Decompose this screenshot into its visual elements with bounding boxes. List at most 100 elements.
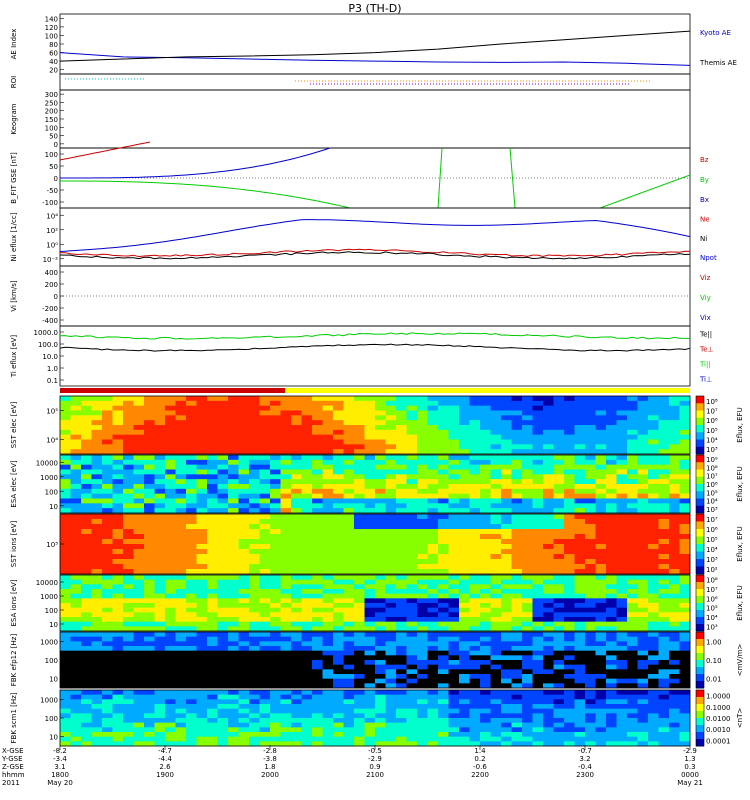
- heatmap-cell: [133, 678, 145, 684]
- heatmap-cell: [70, 669, 82, 675]
- heatmap-cell: [595, 396, 607, 402]
- heatmap-cell: [238, 664, 250, 670]
- x-tick-label: -3.4: [53, 755, 67, 763]
- heatmap-cell: [123, 612, 134, 618]
- heatmap-cell: [70, 674, 82, 679]
- heatmap-cell: [312, 479, 323, 485]
- heatmap-cell: [564, 549, 575, 555]
- heatmap-cell: [490, 669, 502, 675]
- heatmap-cell: [81, 650, 92, 656]
- heatmap-cell: [102, 732, 113, 737]
- heatmap-cell: [375, 469, 386, 475]
- heatmap-cell: [501, 683, 512, 689]
- heatmap-cell: [280, 579, 292, 585]
- heatmap-cell: [238, 617, 250, 622]
- heatmap-cell: [186, 429, 197, 435]
- heatmap-cell: [70, 455, 82, 461]
- heatmap-cell: [102, 636, 113, 642]
- heatmap-cell: [217, 554, 229, 560]
- heatmap-cell: [154, 690, 166, 695]
- heatmap-cell: [301, 690, 313, 695]
- heatmap-cell: [448, 405, 460, 411]
- heatmap-cell: [679, 529, 691, 535]
- heatmap-cell: [627, 589, 638, 594]
- heatmap-cell: [112, 400, 124, 406]
- heatmap-cell: [627, 544, 638, 550]
- heatmap-cell: [70, 474, 82, 480]
- heatmap-cell: [595, 674, 607, 679]
- heatmap-cell: [81, 626, 92, 632]
- heatmap-cell: [154, 544, 166, 550]
- heatmap-cell: [175, 678, 187, 684]
- heatmap-cell: [60, 396, 71, 402]
- heatmap-cell: [123, 641, 134, 647]
- colorbar-segment: [696, 582, 704, 590]
- heatmap-cell: [186, 617, 197, 622]
- heatmap-cell: [459, 732, 470, 737]
- heatmap-cell: [490, 607, 502, 613]
- heatmap-cell: [438, 493, 449, 499]
- heatmap-cell: [249, 519, 260, 525]
- heatmap-cell: [291, 617, 302, 622]
- heatmap-cell: [333, 479, 344, 485]
- heatmap-cell: [91, 722, 103, 728]
- heatmap-cell: [658, 626, 670, 632]
- heatmap-cell: [133, 484, 145, 490]
- heatmap-cell: [186, 669, 197, 675]
- heatmap-cell: [658, 575, 670, 580]
- heatmap-cell: [165, 539, 176, 545]
- heatmap-cell: [312, 559, 323, 565]
- heatmap-cell: [123, 474, 134, 480]
- heatmap-cell: [574, 459, 586, 465]
- heatmap-cell: [144, 400, 155, 406]
- heatmap-cell: [448, 636, 460, 642]
- heatmap-cell: [312, 449, 323, 455]
- colorbar-tick-label: 10³: [706, 506, 718, 514]
- heatmap-cell: [312, 429, 323, 435]
- heatmap-cell: [301, 650, 313, 656]
- heatmap-cell: [511, 474, 523, 480]
- legend-entry: Ne: [700, 216, 710, 224]
- heatmap-cell: [343, 690, 355, 695]
- heatmap-cell: [480, 718, 491, 723]
- heatmap-cell: [354, 514, 365, 520]
- heatmap-cell: [60, 544, 71, 550]
- heatmap-cell: [522, 579, 533, 585]
- heatmap-cell: [175, 479, 187, 485]
- heatmap-cell: [595, 534, 607, 540]
- heatmap-cell: [627, 718, 638, 723]
- heatmap-cell: [154, 713, 166, 719]
- heatmap-cell: [385, 469, 397, 475]
- heatmap-cell: [175, 589, 187, 594]
- heatmap-cell: [438, 713, 449, 719]
- heatmap-cell: [165, 718, 176, 723]
- heatmap-cell: [658, 727, 670, 733]
- heatmap-cell: [301, 617, 313, 622]
- heatmap-cell: [385, 699, 397, 705]
- heatmap-cell: [280, 549, 292, 555]
- heatmap-cell: [175, 732, 187, 737]
- heatmap-cell: [133, 646, 145, 651]
- heatmap-cell: [249, 727, 260, 733]
- heatmap-cell: [123, 664, 134, 670]
- heatmap-cell: [438, 617, 449, 622]
- heatmap-cell: [501, 569, 512, 575]
- heatmap-cell: [343, 524, 355, 530]
- heatmap-cell: [459, 617, 470, 622]
- heatmap-cell: [616, 514, 628, 520]
- heatmap-cell: [217, 420, 229, 426]
- heatmap-cell: [91, 544, 103, 550]
- heatmap-cell: [511, 646, 523, 651]
- heatmap-cell: [154, 564, 166, 570]
- heatmap-cell: [585, 425, 596, 431]
- heatmap-cell: [133, 636, 145, 642]
- heatmap-cell: [375, 444, 386, 450]
- heatmap-cell: [102, 449, 113, 455]
- x-tick-label: May 21: [677, 779, 703, 787]
- heatmap-cell: [280, 569, 292, 575]
- heatmap-cell: [564, 646, 575, 651]
- heatmap-cell: [238, 674, 250, 679]
- heatmap-cell: [427, 632, 439, 637]
- heatmap-cell: [658, 664, 670, 670]
- heatmap-cell: [490, 503, 502, 509]
